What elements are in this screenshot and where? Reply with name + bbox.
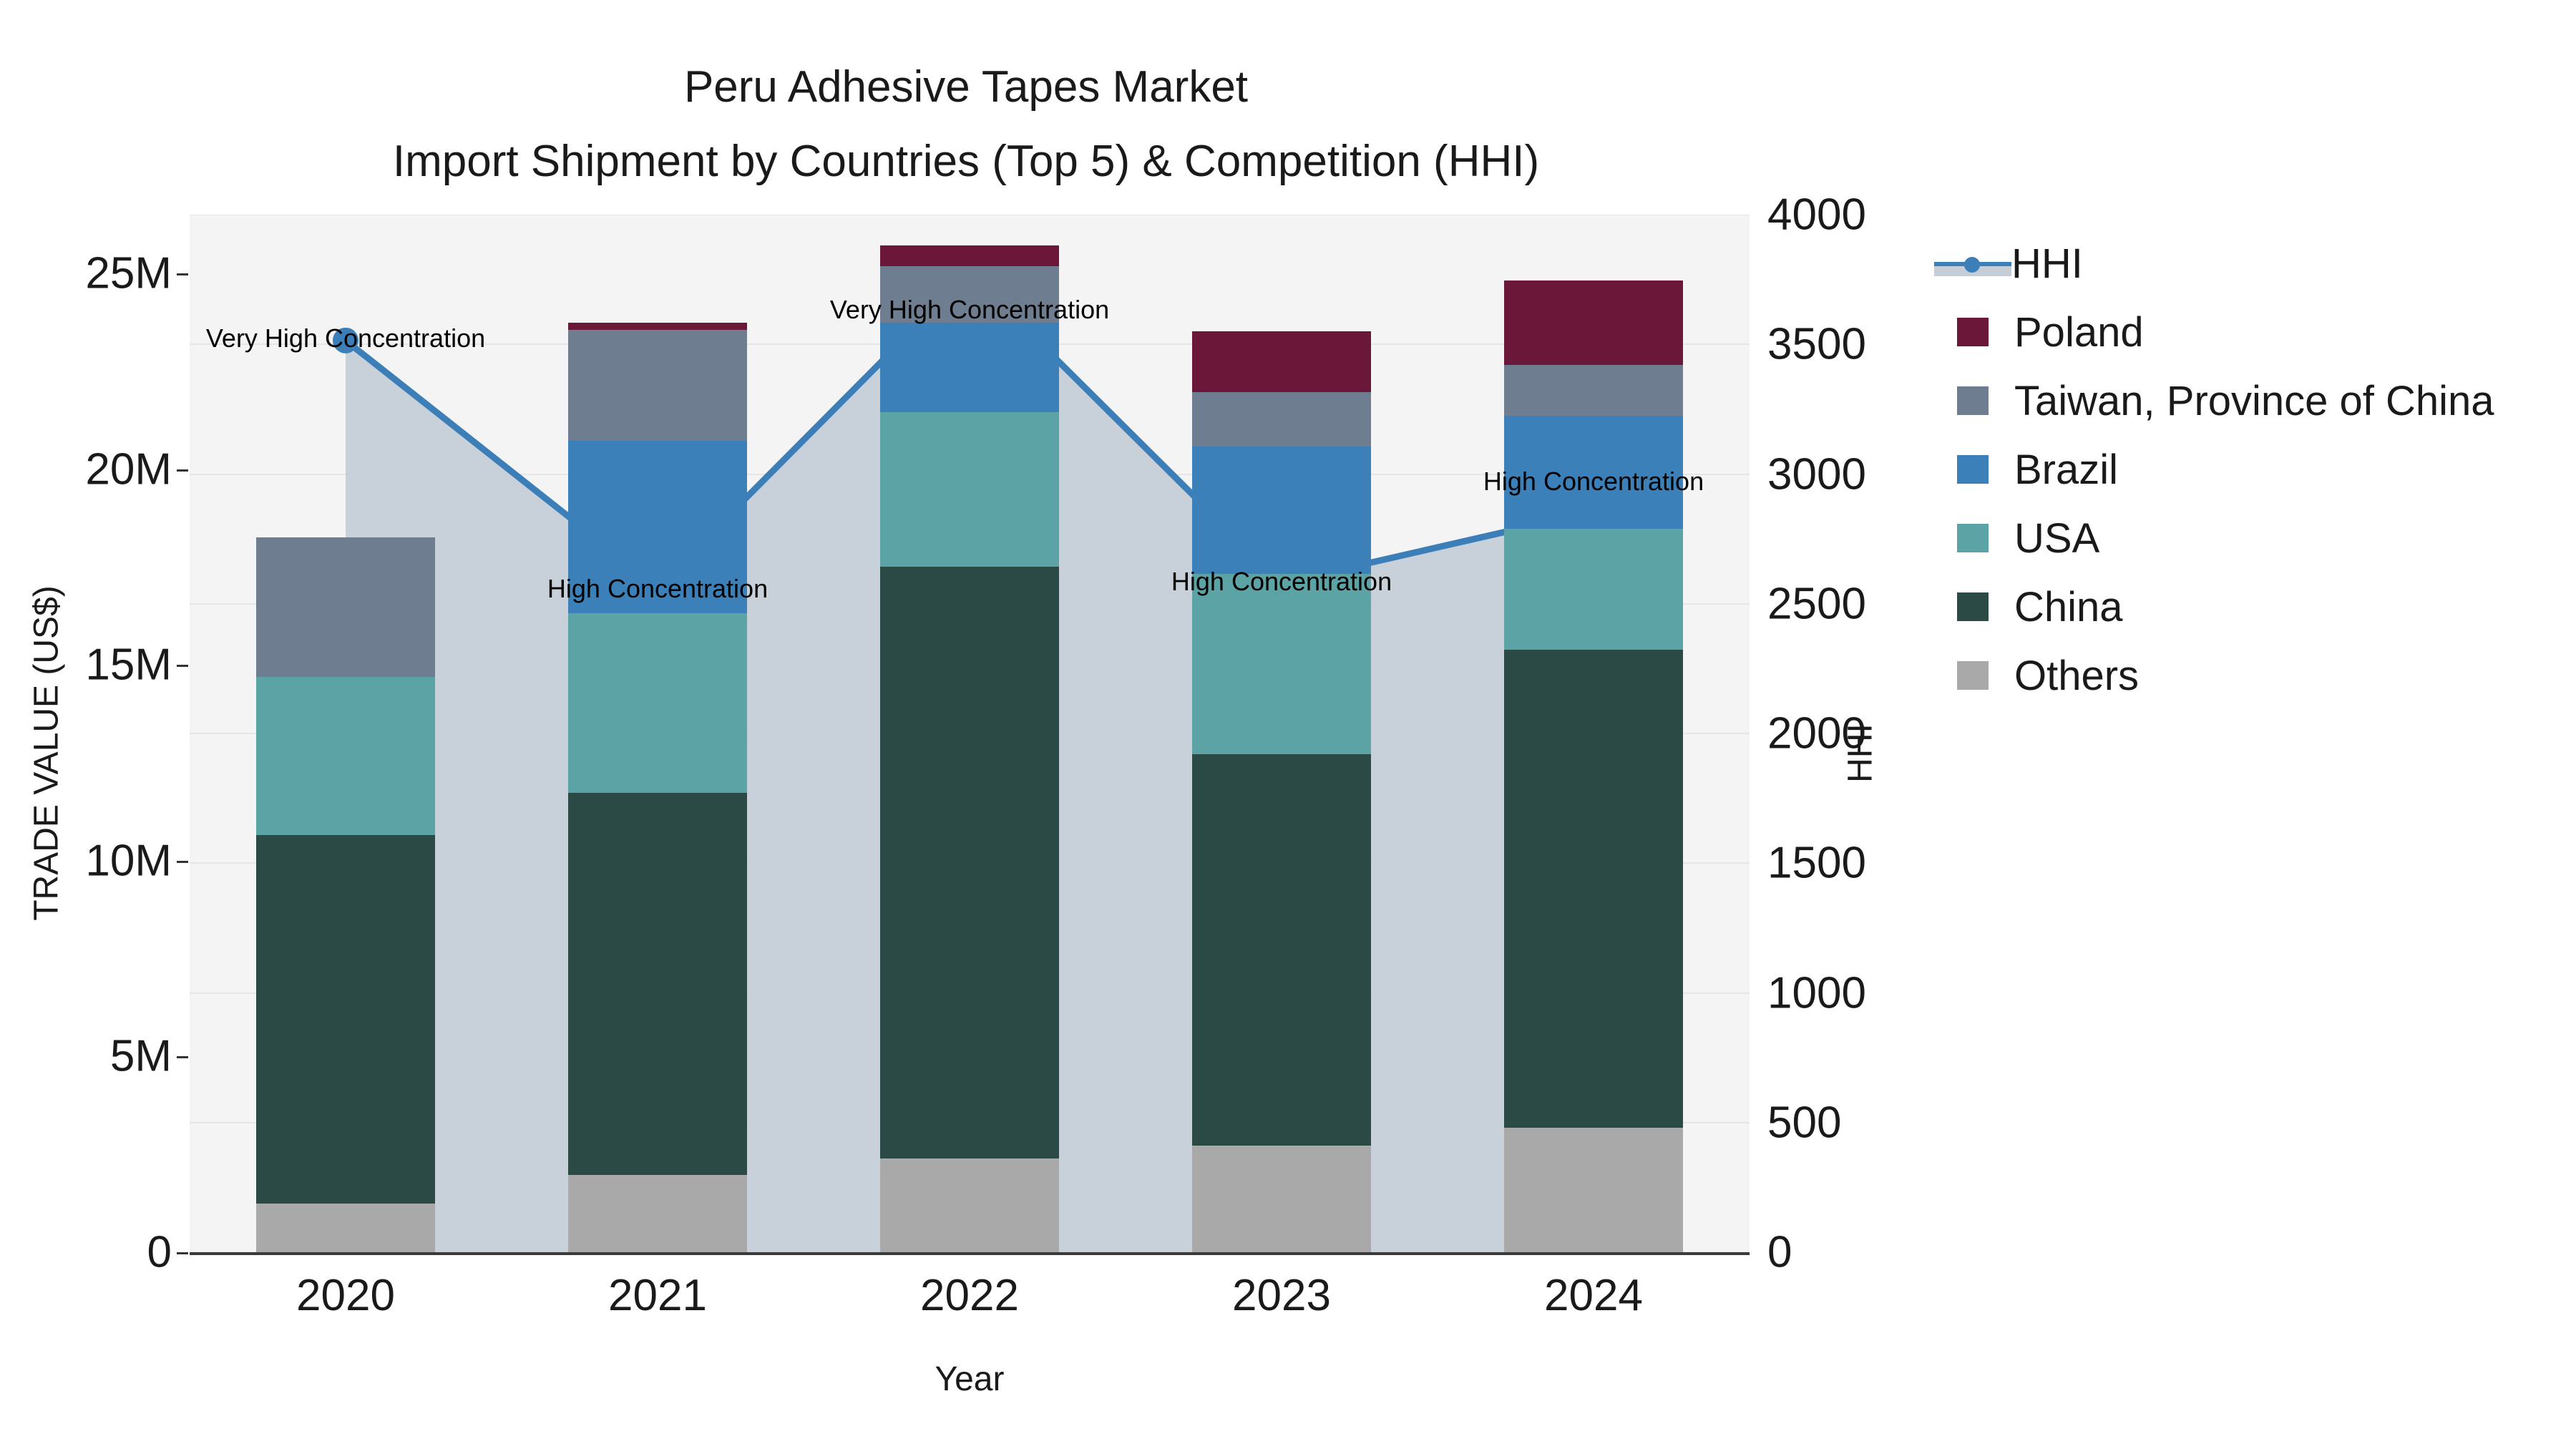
y-tick-label-right: 1000	[1767, 968, 1866, 1018]
legend-line-icon	[1934, 249, 2011, 278]
y-tick-label-left: 5M	[109, 1031, 172, 1081]
y-tick-label-right: 0	[1767, 1227, 1792, 1277]
chart-title-line-2: Import Shipment by Countries (Top 5) & C…	[392, 137, 1540, 186]
y-tick-mark-left	[177, 1252, 188, 1254]
bar-segment[interactable]	[880, 411, 1059, 567]
bar-stack-2021[interactable]	[568, 215, 747, 1252]
bar-segment[interactable]	[568, 792, 747, 1175]
x-axis-line	[190, 1252, 1750, 1255]
legend-swatch-icon	[1957, 455, 1989, 484]
annotation-2020: Very High Concentration	[205, 323, 486, 353]
legend-item-taiwan-province-of-china[interactable]: Taiwan, Province of China	[1957, 366, 2544, 435]
x-tick-label-2023: 2023	[1232, 1271, 1331, 1320]
x-axis-label: Year	[935, 1360, 1005, 1398]
y-tick-label-right: 3000	[1767, 449, 1866, 499]
legend-swatch-icon	[1957, 386, 1989, 415]
y-tick-mark-left	[177, 469, 188, 472]
annotation-2022: Very High Concentration	[829, 295, 1110, 324]
legend-label: Others	[2014, 652, 2140, 699]
legend-swatch-icon	[1957, 592, 1989, 621]
y-axis-right-label: HHI	[1841, 723, 1880, 783]
y-tick-label-left: 0	[147, 1227, 172, 1277]
y-tick-label-right: 3500	[1767, 319, 1866, 369]
chart-title-block: Peru Adhesive Tapes Market Import Shipme…	[0, 50, 1932, 199]
bar-segment[interactable]	[1192, 1146, 1371, 1252]
y-tick-label-left: 20M	[85, 444, 172, 494]
bar-segment[interactable]	[1504, 280, 1683, 366]
bar-segment[interactable]	[568, 323, 747, 330]
legend-label: Poland	[2014, 308, 2144, 356]
y-tick-mark-left	[177, 665, 188, 668]
bar-segment[interactable]	[256, 537, 435, 677]
y-tick-label-right: 2500	[1767, 579, 1866, 629]
legend-swatch-icon	[1957, 661, 1989, 690]
annotation-2024: High Concentration	[1483, 467, 1704, 496]
y-axis-left-label: TRADE VALUE (US$)	[27, 585, 66, 921]
bar-stack-2024[interactable]	[1504, 215, 1683, 1252]
legend-item-others[interactable]: Others	[1957, 641, 2544, 710]
bar-segment[interactable]	[568, 613, 747, 793]
bar-segment[interactable]	[256, 1203, 435, 1252]
bar-segment[interactable]	[568, 329, 747, 441]
bar-segment[interactable]	[256, 835, 435, 1204]
y-tick-mark-left	[177, 273, 188, 276]
bar-segment[interactable]	[880, 245, 1059, 266]
bar-stack-2020[interactable]	[256, 215, 435, 1252]
y-tick-label-right: 2000	[1767, 708, 1866, 758]
bar-stack-2022[interactable]	[880, 215, 1059, 1252]
legend-item-hhi[interactable]: HHI	[1934, 229, 2544, 298]
hhi-marker	[333, 327, 358, 353]
y-tick-label-left: 25M	[85, 248, 172, 298]
bar-segment[interactable]	[256, 676, 435, 836]
chart-title-line-1: Peru Adhesive Tapes Market	[683, 62, 1249, 112]
bar-segment[interactable]	[568, 1174, 747, 1252]
x-tick-label-2021: 2021	[608, 1271, 707, 1320]
bar-segment[interactable]	[1504, 650, 1683, 1128]
legend-label: USA	[2014, 514, 2100, 562]
legend-label: China	[2014, 583, 2123, 630]
bar-segment[interactable]	[1504, 416, 1683, 529]
bar-segment[interactable]	[880, 567, 1059, 1158]
plot-area: Very High Concentration High Concentratio…	[190, 215, 1750, 1252]
legend-label: HHI	[2011, 240, 2083, 287]
bar-segment[interactable]	[1192, 391, 1371, 447]
legend-item-usa[interactable]: USA	[1957, 504, 2544, 572]
y-tick-label-left: 10M	[85, 836, 172, 886]
y-tick-label-left: 15M	[85, 640, 172, 690]
x-tick-label-2020: 2020	[296, 1271, 395, 1320]
x-tick-label-2024: 2024	[1544, 1271, 1643, 1320]
bar-segment[interactable]	[1192, 754, 1371, 1146]
bar-segment[interactable]	[880, 265, 1059, 323]
legend-swatch-icon	[1957, 524, 1989, 552]
legend-item-brazil[interactable]: Brazil	[1957, 435, 2544, 504]
bar-segment[interactable]	[880, 323, 1059, 412]
annotation-2023: High Concentration	[1171, 567, 1392, 596]
x-tick-label-2022: 2022	[920, 1271, 1019, 1320]
bar-segment[interactable]	[1504, 528, 1683, 650]
legend: HHI Poland Taiwan, Province of China Brazil…	[1934, 229, 2544, 710]
bar-stack-2023[interactable]	[1192, 215, 1371, 1252]
bar-segment[interactable]	[1192, 331, 1371, 392]
y-tick-mark-left	[177, 860, 188, 863]
y-tick-label-right: 500	[1767, 1098, 1842, 1148]
y-tick-label-right: 4000	[1767, 190, 1866, 240]
bar-segment[interactable]	[568, 441, 747, 614]
bar-segment[interactable]	[880, 1158, 1059, 1252]
bar-segment[interactable]	[1192, 447, 1371, 575]
bar-segment[interactable]	[1504, 1128, 1683, 1252]
legend-item-china[interactable]: China	[1957, 572, 2544, 641]
bar-segment[interactable]	[1504, 365, 1683, 416]
legend-label: Brazil	[2014, 446, 2119, 493]
bar-segment[interactable]	[1192, 574, 1371, 754]
legend-swatch-icon	[1957, 318, 1989, 346]
legend-label: Taiwan, Province of China	[2014, 377, 2494, 424]
y-tick-mark-left	[177, 1056, 188, 1059]
y-tick-label-right: 1500	[1767, 838, 1866, 888]
annotation-2021: High Concentration	[547, 574, 769, 603]
legend-item-poland[interactable]: Poland	[1957, 298, 2544, 366]
